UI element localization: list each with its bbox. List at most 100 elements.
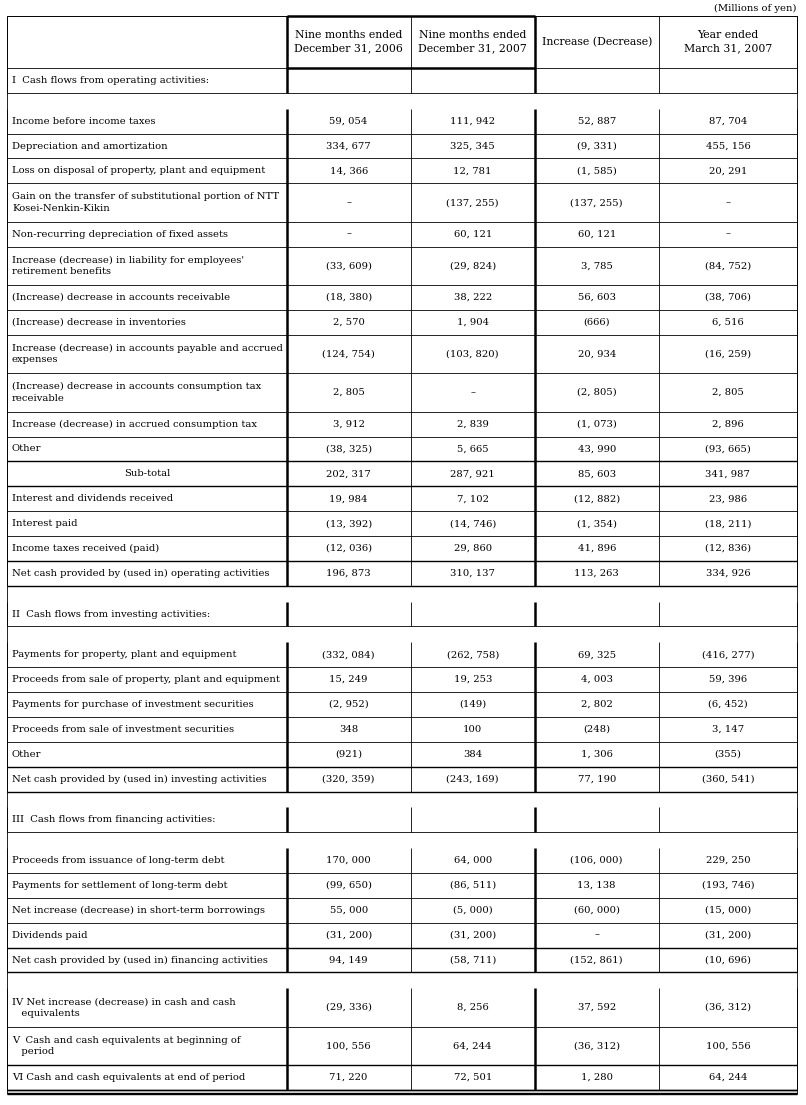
Text: I  Cash flows from operating activities:: I Cash flows from operating activities: [12,76,209,85]
Text: (106, 000): (106, 000) [571,856,623,865]
Text: (10, 696): (10, 696) [705,956,751,965]
Text: (12, 036): (12, 036) [326,544,372,552]
Text: 15, 249: 15, 249 [330,675,368,684]
Text: Other: Other [12,444,41,453]
Text: Net cash provided by (used in) investing activities: Net cash provided by (used in) investing… [12,775,267,783]
Text: 6, 516: 6, 516 [712,318,744,327]
Text: (103, 820): (103, 820) [447,349,499,358]
Text: 14, 366: 14, 366 [330,167,368,176]
Text: 2, 839: 2, 839 [457,420,488,429]
Text: Increase (decrease) in accrued consumption tax: Increase (decrease) in accrued consumpti… [12,420,257,429]
Text: 2, 896: 2, 896 [712,420,744,429]
Text: II  Cash flows from investing activities:: II Cash flows from investing activities: [12,610,210,619]
Text: 64, 000: 64, 000 [454,856,492,865]
Text: (248): (248) [584,725,610,734]
Text: (16, 259): (16, 259) [704,349,751,358]
Text: (60, 000): (60, 000) [574,906,620,915]
Text: (29, 824): (29, 824) [450,262,496,271]
Text: 59, 054: 59, 054 [330,117,368,126]
Text: 170, 000: 170, 000 [326,856,371,865]
Text: (12, 882): (12, 882) [574,494,620,503]
Text: –: – [346,230,351,239]
Text: (1, 073): (1, 073) [577,420,617,429]
Text: Nine months ended
December 31, 2006: Nine months ended December 31, 2006 [294,31,403,54]
Text: (38, 706): (38, 706) [705,293,751,302]
Text: 1, 306: 1, 306 [581,749,613,759]
Text: (262, 758): (262, 758) [447,650,499,660]
Text: (93, 665): (93, 665) [705,444,751,453]
Text: VI Cash and cash equivalents at end of period: VI Cash and cash equivalents at end of p… [12,1073,245,1082]
Text: 8, 256: 8, 256 [457,1003,488,1012]
Text: (320, 359): (320, 359) [322,775,375,783]
Text: (9, 331): (9, 331) [577,141,617,150]
Text: 202, 317: 202, 317 [326,470,371,478]
Text: 384: 384 [463,749,482,759]
Text: 77, 190: 77, 190 [578,775,616,783]
Text: Payments for settlement of long-term debt: Payments for settlement of long-term deb… [12,881,227,890]
Text: 341, 987: 341, 987 [705,470,750,478]
Text: Sub-total: Sub-total [123,470,170,478]
Text: (666): (666) [584,318,610,327]
Text: 287, 921: 287, 921 [451,470,495,478]
Text: 60, 121: 60, 121 [578,230,616,239]
Text: Net cash provided by (used in) operating activities: Net cash provided by (used in) operating… [12,569,269,578]
Text: Income before income taxes: Income before income taxes [12,117,156,126]
Text: Dividends paid: Dividends paid [12,930,88,939]
Text: Interest and dividends received: Interest and dividends received [12,494,173,503]
Text: 2, 805: 2, 805 [333,388,364,397]
Text: (38, 325): (38, 325) [326,444,372,453]
Text: 72, 501: 72, 501 [454,1073,492,1082]
Text: (360, 541): (360, 541) [701,775,754,783]
Text: Increase (decrease) in liability for employees'
retirement benefits: Increase (decrease) in liability for emp… [12,255,244,276]
Text: 19, 984: 19, 984 [330,494,368,503]
Text: (33, 609): (33, 609) [326,262,372,271]
Text: (18, 380): (18, 380) [326,293,372,302]
Text: (Increase) decrease in accounts consumption tax
receivable: (Increase) decrease in accounts consumpt… [12,382,261,402]
Text: Increase (decrease) in accounts payable and accrued
expenses: Increase (decrease) in accounts payable … [12,344,283,365]
Text: (31, 200): (31, 200) [704,930,751,939]
Text: 69, 325: 69, 325 [578,650,616,660]
Text: 1, 904: 1, 904 [457,318,488,327]
Text: 325, 345: 325, 345 [451,141,495,150]
Text: 4, 003: 4, 003 [581,675,613,684]
Text: 59, 396: 59, 396 [708,675,747,684]
Text: Increase (Decrease): Increase (Decrease) [542,36,652,48]
Text: Gain on the transfer of substitutional portion of NTT
Kosei-Nenkin-Kikin: Gain on the transfer of substitutional p… [12,192,279,212]
Text: IV Net increase (decrease) in cash and cash
   equivalents: IV Net increase (decrease) in cash and c… [12,998,235,1018]
Text: 12, 781: 12, 781 [454,167,492,176]
Text: 100, 556: 100, 556 [326,1041,371,1051]
Text: 64, 244: 64, 244 [454,1041,492,1051]
Text: Proceeds from issuance of long-term debt: Proceeds from issuance of long-term debt [12,856,225,865]
Text: 20, 934: 20, 934 [578,349,616,358]
Text: (14, 746): (14, 746) [450,519,496,528]
Text: (18, 211): (18, 211) [704,519,751,528]
Text: 113, 263: 113, 263 [575,569,619,578]
Text: Net cash provided by (used in) financing activities: Net cash provided by (used in) financing… [12,956,268,965]
Text: 7, 102: 7, 102 [457,494,488,503]
Text: 23, 986: 23, 986 [708,494,747,503]
Text: (36, 312): (36, 312) [704,1003,751,1012]
Text: V  Cash and cash equivalents at beginning of
   period: V Cash and cash equivalents at beginning… [12,1035,241,1056]
Text: 100, 556: 100, 556 [705,1041,750,1051]
Text: (58, 711): (58, 711) [450,956,496,965]
Text: Net increase (decrease) in short-term borrowings: Net increase (decrease) in short-term bo… [12,906,265,915]
Text: (15, 000): (15, 000) [704,906,751,915]
Text: 334, 926: 334, 926 [705,569,750,578]
Text: (149): (149) [459,699,486,709]
Text: 60, 121: 60, 121 [454,230,492,239]
Text: (124, 754): (124, 754) [322,349,375,358]
Text: 29, 860: 29, 860 [454,544,492,552]
Text: 196, 873: 196, 873 [326,569,371,578]
Text: 100: 100 [463,725,482,734]
Text: (13, 392): (13, 392) [326,519,372,528]
Text: 2, 802: 2, 802 [581,699,613,709]
Text: Depreciation and amortization: Depreciation and amortization [12,141,168,150]
Text: 64, 244: 64, 244 [708,1073,747,1082]
Text: 111, 942: 111, 942 [450,117,495,126]
Text: (137, 255): (137, 255) [571,198,623,207]
Text: (84, 752): (84, 752) [704,262,751,271]
Text: –: – [594,930,599,939]
Text: (1, 585): (1, 585) [577,167,617,176]
Text: (193, 746): (193, 746) [701,881,754,890]
Text: 41, 896: 41, 896 [578,544,616,552]
